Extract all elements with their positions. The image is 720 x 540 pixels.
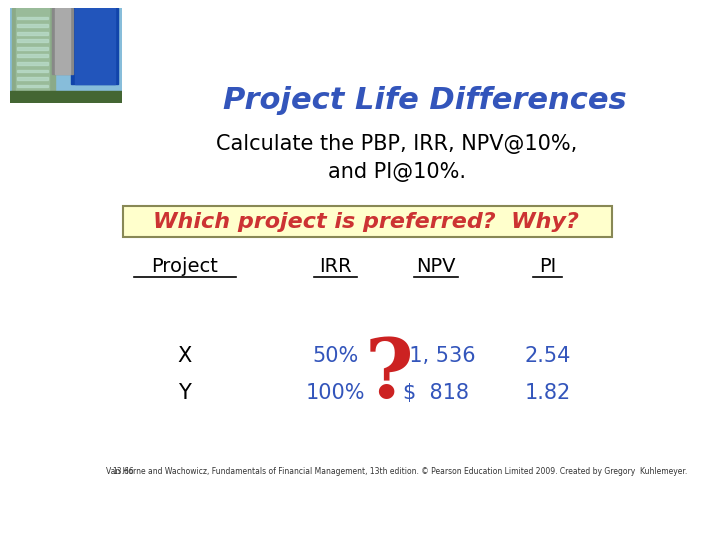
Text: PI: PI — [539, 257, 556, 276]
Bar — [10, 91, 122, 103]
Text: 1.82: 1.82 — [524, 383, 571, 403]
Text: X: X — [178, 346, 192, 366]
Bar — [53, 8, 73, 74]
Bar — [17, 70, 48, 72]
Text: 100%: 100% — [306, 383, 365, 403]
Text: Project: Project — [151, 257, 218, 276]
Text: Van Horne and Wachowicz, Fundamentals of Financial Management, 13th edition. © P: Van Horne and Wachowicz, Fundamentals of… — [107, 467, 688, 476]
Text: Which project is preferred?  Why?: Which project is preferred? Why? — [153, 212, 579, 232]
Bar — [71, 8, 118, 84]
Text: 2.54: 2.54 — [524, 346, 571, 366]
Text: Project Life Differences: Project Life Differences — [223, 86, 626, 114]
Text: ?: ? — [364, 335, 413, 415]
Bar — [17, 62, 48, 65]
Bar — [12, 8, 55, 103]
Bar — [17, 92, 48, 95]
Bar — [17, 55, 48, 57]
Bar — [17, 85, 48, 87]
Bar — [17, 17, 48, 19]
Text: 13.66: 13.66 — [112, 467, 134, 476]
Bar — [17, 77, 48, 80]
Text: IRR: IRR — [319, 257, 352, 276]
Text: NPV: NPV — [416, 257, 456, 276]
Text: $  818: $ 818 — [403, 383, 469, 403]
Bar — [17, 39, 48, 42]
Bar — [17, 47, 48, 50]
FancyBboxPatch shape — [124, 206, 612, 238]
Bar — [55, 8, 71, 74]
Text: $1, 536: $1, 536 — [396, 346, 476, 366]
Text: Y: Y — [179, 383, 192, 403]
Text: 50%: 50% — [312, 346, 359, 366]
Bar — [75, 8, 115, 84]
Bar — [16, 8, 49, 103]
Bar — [17, 24, 48, 27]
Bar — [17, 100, 48, 103]
Text: Calculate the PBP, IRR, NPV@10%,
and PI@10%.: Calculate the PBP, IRR, NPV@10%, and PI@… — [216, 134, 577, 183]
Bar — [17, 32, 48, 35]
